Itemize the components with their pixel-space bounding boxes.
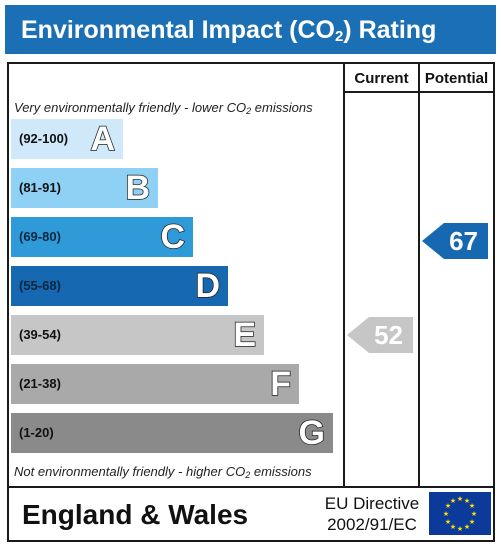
top-caption-sub: 2 bbox=[246, 106, 252, 116]
eu-flag-icon: ★ ★ ★ ★ ★ ★ ★ ★ ★ ★ ★ ★ bbox=[429, 492, 491, 535]
title-subscript: 2 bbox=[334, 28, 344, 45]
band-range-label: (81-91) bbox=[19, 180, 61, 195]
rating-band-b: (81-91) B bbox=[11, 168, 158, 208]
svg-text:★: ★ bbox=[450, 497, 456, 505]
svg-text:★: ★ bbox=[457, 495, 463, 503]
band-letter: B bbox=[125, 168, 151, 208]
rating-chart-frame: Current Potential Very environmentally f… bbox=[7, 62, 495, 542]
band-letter: E bbox=[233, 315, 257, 355]
title-bar: Environmental Impact (CO2) Rating bbox=[5, 5, 496, 54]
top-caption-suffix: emissions bbox=[251, 100, 313, 115]
region-label: England & Wales bbox=[22, 499, 249, 530]
rating-band-f: (21-38) F bbox=[11, 364, 299, 404]
band-letter: F bbox=[269, 364, 291, 404]
potential-column-divider bbox=[418, 64, 420, 488]
title-suffix: ) Rating bbox=[343, 16, 437, 44]
svg-text:★: ★ bbox=[471, 510, 477, 518]
band-range-label: (21-38) bbox=[19, 376, 61, 391]
current-column-divider bbox=[343, 64, 345, 488]
potential-rating-arrow: 67 bbox=[422, 223, 488, 259]
eu-stars-icon: ★ ★★ ★★★ ★★★ ★★★ bbox=[443, 495, 477, 533]
bottom-caption-suffix: emissions bbox=[250, 464, 312, 479]
svg-text:★: ★ bbox=[445, 518, 451, 526]
current-rating-value: 52 bbox=[374, 320, 403, 350]
band-range-label: (55-68) bbox=[19, 278, 61, 293]
potential-column-header: Potential bbox=[424, 70, 489, 87]
directive-line-1: EU Directive bbox=[324, 494, 420, 513]
potential-rating-value: 67 bbox=[449, 226, 478, 256]
title-prefix: Environmental Impact (CO bbox=[21, 16, 335, 44]
svg-text:★: ★ bbox=[469, 518, 475, 526]
bottom-caption: Not environmentally friendly - higher CO… bbox=[14, 464, 312, 483]
svg-text:★: ★ bbox=[443, 510, 449, 518]
band-range-label: (1-20) bbox=[19, 425, 54, 440]
bottom-caption-sub: 2 bbox=[245, 470, 251, 480]
band-letter: C bbox=[160, 217, 186, 257]
bottom-caption-prefix: Not environmentally friendly - higher CO bbox=[14, 464, 246, 479]
eu-directive: EU Directive 2002/91/EC bbox=[319, 493, 425, 535]
rating-band-a: (92-100) A bbox=[11, 119, 123, 159]
rating-band-c: (69-80) C bbox=[11, 217, 193, 257]
top-caption: Very environmentally friendly - lower CO… bbox=[14, 100, 313, 119]
footer-divider bbox=[9, 486, 493, 488]
svg-text:★: ★ bbox=[445, 502, 451, 510]
band-letter: A bbox=[90, 119, 116, 159]
band-letter: G bbox=[298, 413, 326, 453]
svg-text:★: ★ bbox=[457, 525, 463, 533]
current-column-header: Current bbox=[354, 70, 409, 87]
rating-band-g: (1-20) G bbox=[11, 413, 333, 453]
directive-line-2: 2002/91/EC bbox=[327, 515, 417, 534]
band-letter: D bbox=[195, 266, 221, 306]
band-range-label: (92-100) bbox=[19, 131, 69, 146]
svg-text:★: ★ bbox=[450, 523, 456, 531]
rating-band-d: (55-68) D bbox=[11, 266, 228, 306]
column-header-divider bbox=[343, 91, 493, 93]
svg-text:★: ★ bbox=[469, 502, 475, 510]
svg-text:★: ★ bbox=[464, 523, 470, 531]
rating-band-e: (39-54) E bbox=[11, 315, 264, 355]
svg-text:★: ★ bbox=[464, 497, 470, 505]
top-caption-prefix: Very environmentally friendly - lower CO bbox=[14, 100, 247, 115]
band-range-label: (39-54) bbox=[19, 327, 61, 342]
band-range-label: (69-80) bbox=[19, 229, 61, 244]
current-rating-arrow: 52 bbox=[347, 317, 413, 353]
